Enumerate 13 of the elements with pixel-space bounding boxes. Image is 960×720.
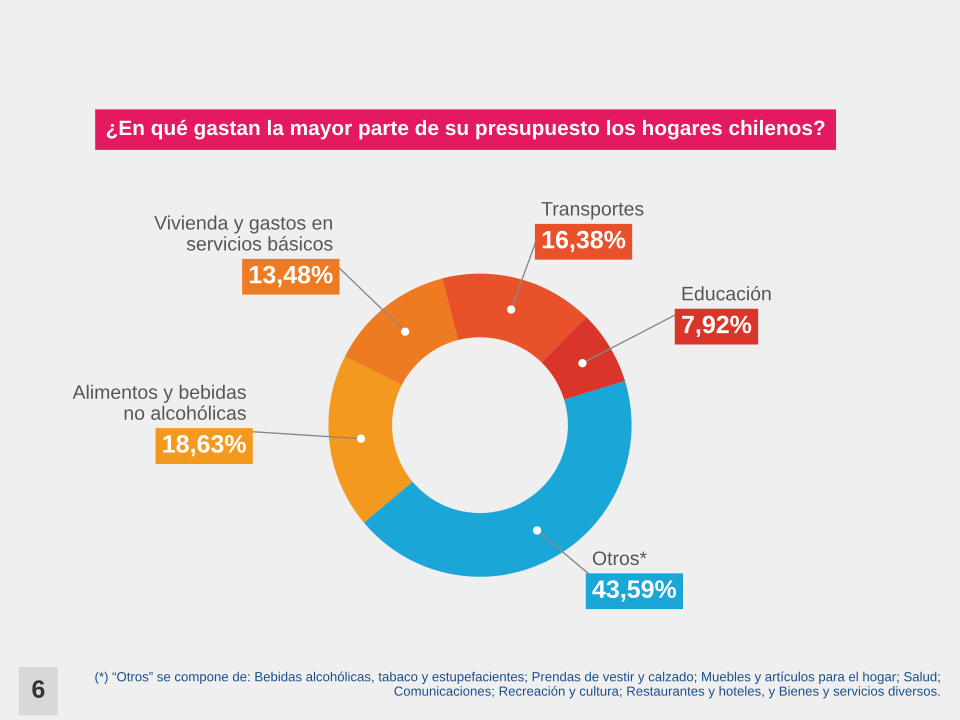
slice-label: Otros* — [592, 551, 647, 566]
slice-label: Transportes — [542, 202, 644, 220]
chart-title: ¿En qué gastan la mayor parte de su presupuesto los hogares chilenos? — [106, 120, 824, 140]
data-label: 43,59% — [592, 580, 676, 602]
data-label: 13,48% — [250, 266, 333, 288]
text: (*) “Otros” se compone de: Bebidas alcohólicas, tabaco y estupefacientes; Prendas de vestir y calzado; Muebles y artículos para el hogar; Salud; Comunicaciones; Recreación y cultura; Restaurantes y hoteles, y Bienes y servicios diversos. — [95, 672, 940, 698]
data-label: 16,38% — [542, 230, 626, 252]
data-label: 7,92% — [682, 316, 752, 337]
text: 6 — [32, 680, 44, 698]
slice-label: Alimentos y bebidas no alcohólicas — [72, 384, 246, 420]
data-label: 18,63% — [163, 435, 246, 456]
slice-label: Educación — [682, 286, 771, 301]
slice-label: Vivienda y gastos en servicios básicos — [154, 215, 333, 251]
